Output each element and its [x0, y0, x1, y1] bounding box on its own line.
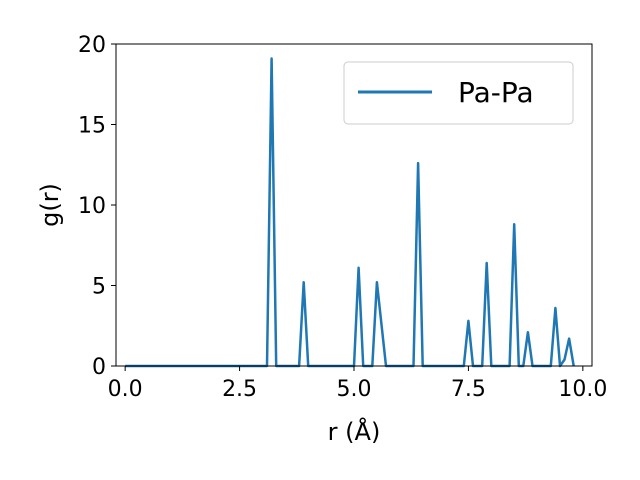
x-tick-label: 10.0: [558, 377, 607, 402]
y-tick-label: 0: [92, 355, 106, 380]
x-tick-label: 2.5: [222, 377, 257, 402]
y-axis: 0 5 10 15 20: [78, 33, 116, 380]
x-tick-label: 7.5: [451, 377, 486, 402]
x-tick-label: 0.0: [108, 377, 143, 402]
legend-label: Pa-Pa: [458, 76, 534, 109]
x-axis-label: r (Å): [328, 417, 381, 446]
y-tick-label: 20: [78, 33, 106, 58]
legend: Pa-Pa: [343, 61, 574, 125]
y-tick-label: 10: [78, 194, 106, 219]
y-tick-label: 15: [78, 114, 106, 139]
y-axis-label: g(r): [36, 183, 64, 227]
x-tick-label: 5.0: [337, 377, 372, 402]
y-tick-label: 5: [92, 275, 106, 300]
legend-box: [343, 61, 574, 125]
x-axis: 0.0 2.5 5.0 7.5 10.0: [108, 366, 607, 402]
